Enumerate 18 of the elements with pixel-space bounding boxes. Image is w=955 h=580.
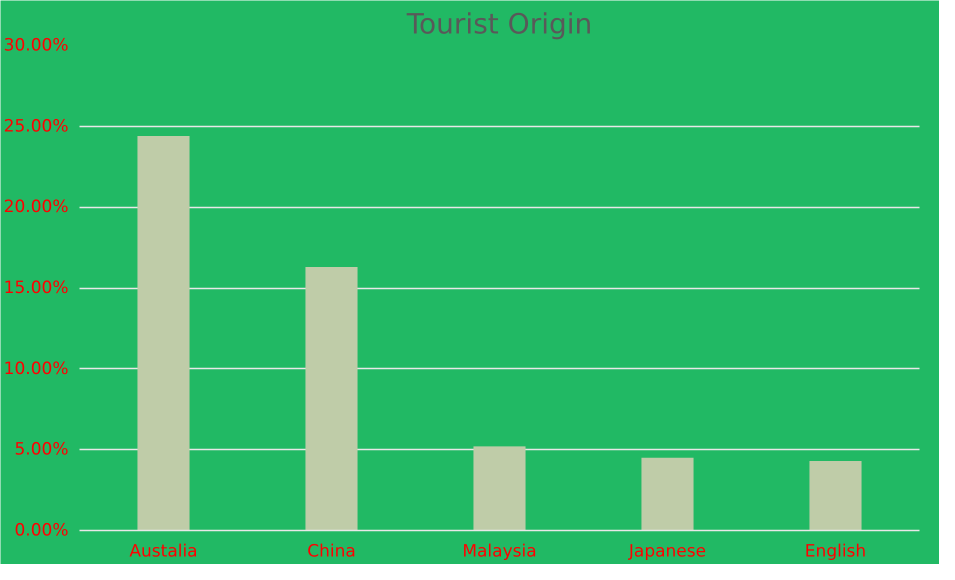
x-tick-label: Austalia — [129, 542, 198, 562]
y-tick-label: 15.00% — [4, 278, 69, 298]
y-tick-label: 20.00% — [4, 197, 69, 218]
y-tick-label: 5.00% — [14, 440, 69, 460]
bar — [473, 446, 526, 530]
bar — [137, 136, 190, 530]
bar — [641, 458, 694, 530]
y-tick-label: 10.00% — [4, 358, 69, 379]
bar — [305, 266, 358, 530]
y-tick-label: 0.00% — [14, 520, 69, 540]
x-tick-label: Japanese — [628, 542, 706, 562]
x-tick-label: China — [307, 542, 356, 562]
x-tick-label: Malaysia — [462, 542, 537, 562]
chart-title: Tourist Origin — [406, 8, 592, 40]
bar — [809, 460, 862, 530]
x-tick-label: English — [804, 542, 866, 562]
y-tick-label: 30.00% — [4, 36, 69, 56]
y-tick-label: 25.00% — [4, 116, 69, 136]
